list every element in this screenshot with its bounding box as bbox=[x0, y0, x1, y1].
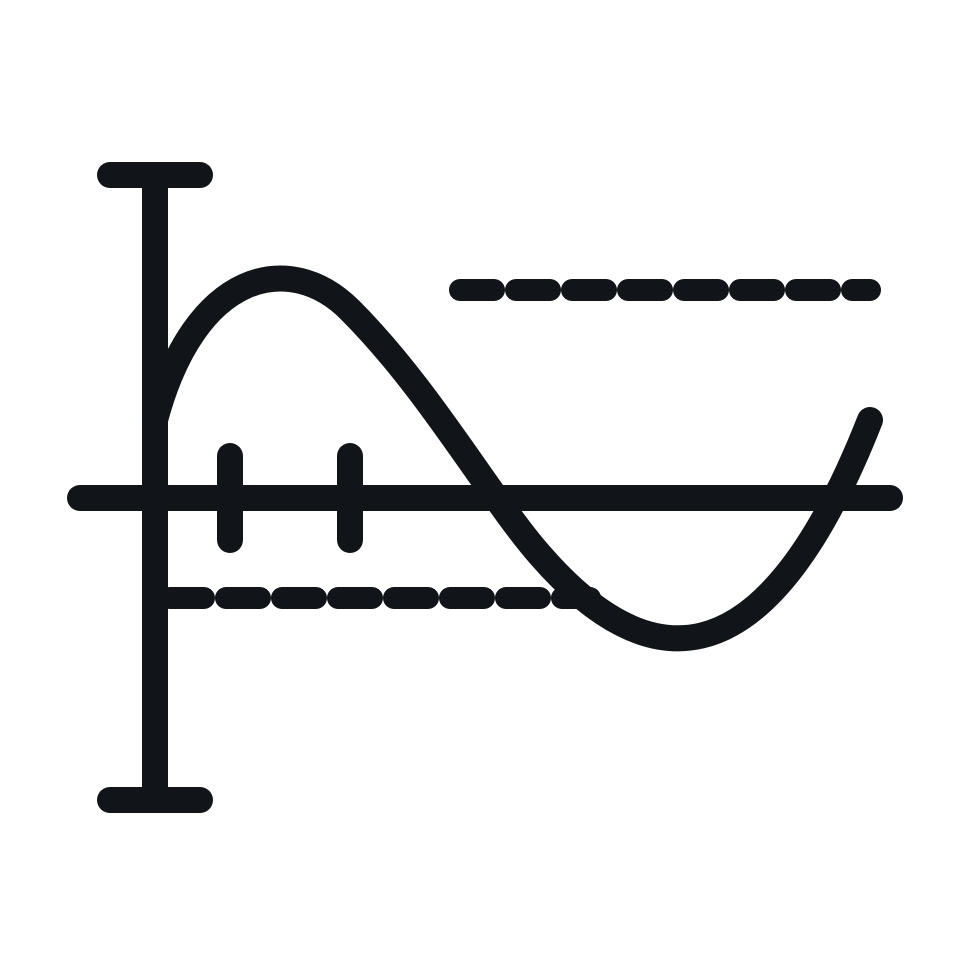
sine-curve bbox=[155, 279, 870, 639]
sine-wave-graph-icon bbox=[0, 0, 980, 980]
